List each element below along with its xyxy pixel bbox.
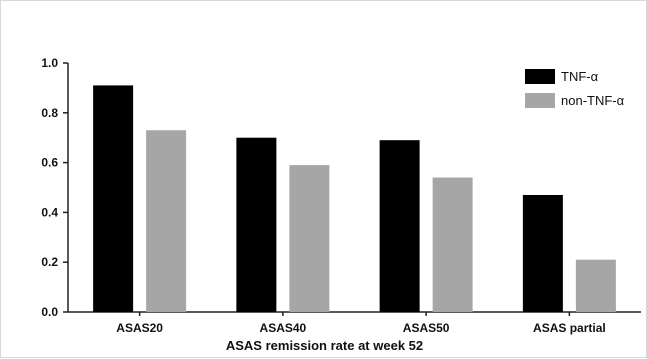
y-tick-label: 0.2 [41, 255, 58, 269]
bar-tnf-asas20 [93, 85, 134, 312]
bar-tnf-asas50 [379, 140, 420, 312]
bar-tnf-asas40 [236, 137, 277, 312]
chart-bars [93, 85, 616, 312]
y-tick-label: 0.8 [41, 106, 58, 120]
y-tick-label: 0.6 [41, 156, 58, 170]
y-tick-label: 0.4 [41, 205, 58, 219]
chart-legend: TNF-α non-TNF-α [525, 69, 625, 108]
bar-tnf-asas-partial [522, 194, 563, 312]
x-axis-title: ASAS remission rate at week 52 [226, 338, 423, 353]
legend-label-non-tnf: non-TNF-α [561, 93, 625, 108]
y-tick-label: 0.0 [41, 305, 58, 319]
legend-swatch-tnf [525, 69, 555, 84]
legend-label-tnf: TNF-α [561, 69, 599, 84]
bar-non-tnf-asas40 [289, 165, 330, 312]
x-category-label: ASAS50 [403, 321, 450, 335]
x-category-label: ASAS40 [260, 321, 307, 335]
bar-non-tnf-asas50 [432, 177, 473, 312]
legend-swatch-non-tnf [525, 93, 555, 108]
y-tick-label: 1.0 [41, 56, 58, 70]
x-category-label: ASAS partial [533, 321, 606, 335]
x-category-label: ASAS20 [116, 321, 163, 335]
bar-non-tnf-asas-partial [575, 259, 616, 312]
bar-non-tnf-asas20 [146, 130, 187, 312]
